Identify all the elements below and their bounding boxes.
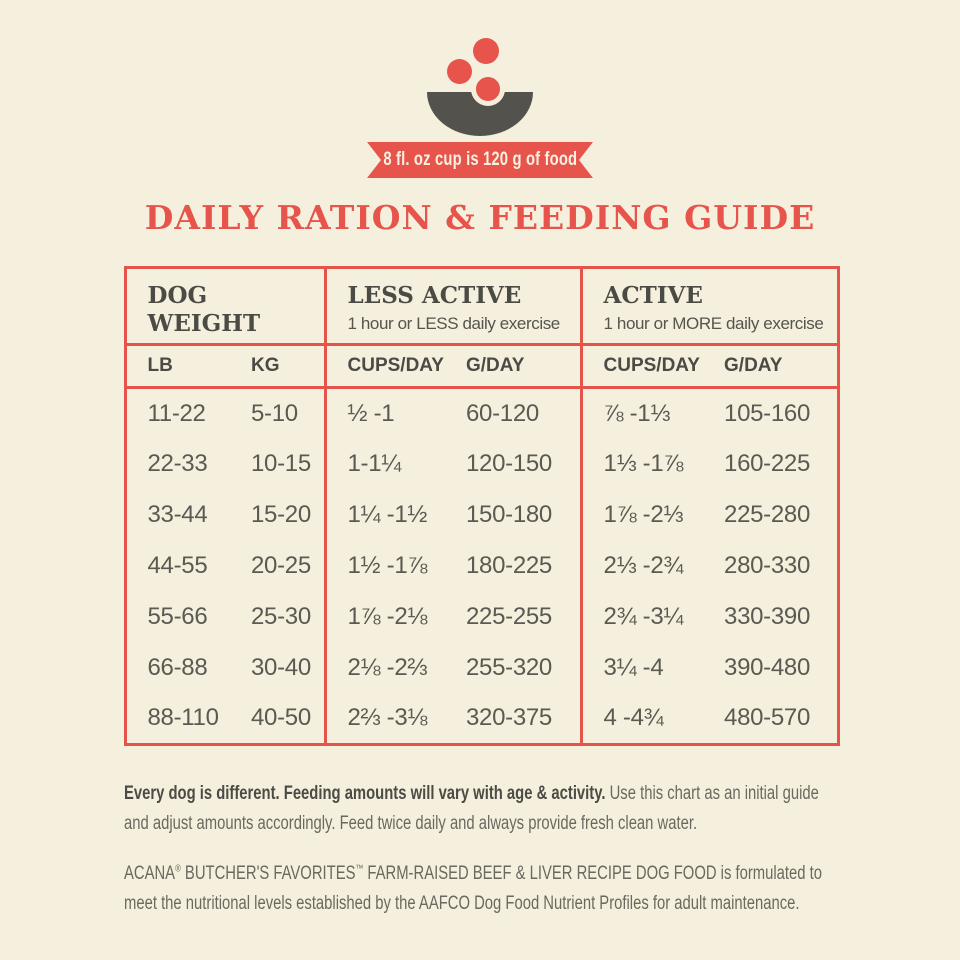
table-row: 66-88 30-40 2⅛ -2⅔ 255-320 3¼ -4 390-480 <box>125 642 838 694</box>
kibble-dot-icon <box>447 59 472 84</box>
aafco-statement-rest: FARM-RAISED BEEF & LIVER RECIPE DOG FOOD… <box>123 862 822 915</box>
group-title: DOG WEIGHT <box>147 282 261 338</box>
cup-measure-ribbon: 8 fl. oz cup is 120 g of food <box>367 142 593 178</box>
cell-g-active: 225-280 <box>724 501 810 528</box>
cell-g-less: 180-225 <box>466 552 552 579</box>
aafco-statement: ACANA® BUTCHER'S FAVORITES™ FARM-RAISED … <box>124 859 836 920</box>
footer-notes: Every dog is different. Feeding amounts … <box>124 779 837 920</box>
cell-cups-active: ⅞ -1⅓ <box>579 387 704 439</box>
cell-lb: 55-66 <box>147 603 208 630</box>
cell-cups-less: 1⅞ -2⅛ <box>323 591 445 643</box>
group-header-dog-weight: DOG WEIGHT <box>125 267 325 346</box>
cell-lb: 44-55 <box>147 552 208 579</box>
table-row: 33-44 15-20 1¼ -1½ 150-180 1⅞ -2⅓ 225-28… <box>125 489 838 541</box>
cell-g-less: 320-375 <box>466 704 552 732</box>
cell-cups-less: 2⅛ -2⅔ <box>323 642 445 694</box>
table-group-header-row: DOG WEIGHT LESS ACTIVE 1 hour or LESS da… <box>125 267 839 346</box>
table-row: 55-66 25-30 1⅞ -2⅛ 225-255 2¾ -3¼ 330-39… <box>125 591 838 643</box>
cell-g-active: 280-330 <box>724 552 810 579</box>
col-header-cups-day-less: CUPS/DAY <box>323 344 445 389</box>
cell-cups-less: 2⅔ -3⅛ <box>323 693 445 745</box>
col-header-cups-day-active: CUPS/DAY <box>579 344 704 389</box>
bowl-with-kibble-icon <box>405 38 555 136</box>
group-header-less-active: LESS ACTIVE 1 hour or LESS daily exercis… <box>323 267 582 346</box>
cell-lb: 33-44 <box>147 501 208 528</box>
cell-lb: 66-88 <box>147 654 208 681</box>
trademark-mark: ™ <box>354 863 363 875</box>
cell-lb: 88-110 <box>147 704 219 732</box>
cell-g-active: 390-480 <box>724 654 810 681</box>
product-line: BUTCHER'S FAVORITES <box>180 862 355 884</box>
cell-cups-active: 2¾ -3¼ <box>579 591 704 643</box>
cell-cups-active: 1⅞ -2⅓ <box>579 489 704 541</box>
cell-lb: 22-33 <box>147 450 208 477</box>
cell-kg: 10-15 <box>251 450 311 477</box>
feeding-advice-bold: Every dog is different. Feeding amounts … <box>123 783 605 804</box>
cell-kg: 5-10 <box>251 399 298 427</box>
cell-cups-active: 4 -4¾ <box>579 693 704 745</box>
cell-g-active: 480-570 <box>724 704 810 732</box>
group-title: ACTIVE <box>603 282 703 309</box>
col-header-g-day-active: G/DAY <box>703 344 839 389</box>
brand-name: ACANA <box>123 862 175 884</box>
group-subtitle: 1 hour or LESS daily exercise <box>347 314 561 334</box>
cell-cups-active: 1⅓ -1⅞ <box>579 438 704 490</box>
page-title: DAILY RATION & FEEDING GUIDE <box>144 198 816 237</box>
cell-cups-less: 1¼ -1½ <box>323 489 445 541</box>
group-title: LESS ACTIVE <box>347 282 522 309</box>
cell-kg: 40-50 <box>251 704 311 732</box>
cell-kg: 30-40 <box>251 654 311 681</box>
cell-cups-less: 1½ -1⅞ <box>323 540 445 592</box>
group-header-active: ACTIVE 1 hour or MORE daily exercise <box>579 267 839 346</box>
cell-lb: 11-22 <box>147 399 206 427</box>
cell-g-less: 60-120 <box>466 399 539 427</box>
cell-cups-less: 1-1¼ <box>323 438 445 490</box>
kibble-dot-icon <box>473 38 499 64</box>
cell-g-less: 225-255 <box>466 603 552 630</box>
registered-mark: ® <box>174 863 181 875</box>
col-header-lb: LB <box>125 344 230 389</box>
feeding-table: DOG WEIGHT LESS ACTIVE 1 hour or LESS da… <box>123 266 840 746</box>
cell-g-active: 105-160 <box>724 399 810 427</box>
cell-g-active: 330-390 <box>724 603 810 630</box>
cell-cups-less: ½ -1 <box>323 387 445 439</box>
cell-kg: 25-30 <box>251 603 311 630</box>
cell-g-active: 160-225 <box>724 450 810 477</box>
cell-cups-active: 2⅓ -2¾ <box>579 540 704 592</box>
cell-kg: 15-20 <box>251 501 311 528</box>
col-header-kg: KG <box>230 344 325 389</box>
feeding-advice-note: Every dog is different. Feeding amounts … <box>124 779 836 840</box>
cell-g-less: 255-320 <box>466 654 552 681</box>
table-column-header-row: LB KG CUPS/DAY G/DAY CUPS/DAY G/DAY <box>125 344 839 389</box>
kibble-dot-icon <box>471 72 505 106</box>
table-row: 44-55 20-25 1½ -1⅞ 180-225 2⅓ -2¾ 280-33… <box>125 540 838 592</box>
cup-measure-text: 8 fl. oz cup is 120 g of food <box>383 149 577 170</box>
table-row: 88-110 40-50 2⅔ -3⅛ 320-375 4 -4¾ 480-57… <box>125 693 838 745</box>
feeding-table-wrap: DOG WEIGHT LESS ACTIVE 1 hour or LESS da… <box>123 266 840 746</box>
group-subtitle: 1 hour or MORE daily exercise <box>603 314 824 334</box>
feeding-advice-rest: Use this chart as an initial guide and a… <box>123 783 819 835</box>
cell-kg: 20-25 <box>251 552 311 579</box>
cell-g-less: 150-180 <box>466 501 552 528</box>
col-header-g-day-less: G/DAY <box>445 344 582 389</box>
table-row: 11-22 5-10 ½ -1 60-120 ⅞ -1⅓ 105-160 <box>125 387 838 439</box>
table-row: 22-33 10-15 1-1¼ 120-150 1⅓ -1⅞ 160-225 <box>125 438 838 490</box>
cell-g-less: 120-150 <box>466 450 552 477</box>
cell-cups-active: 3¼ -4 <box>579 642 704 694</box>
